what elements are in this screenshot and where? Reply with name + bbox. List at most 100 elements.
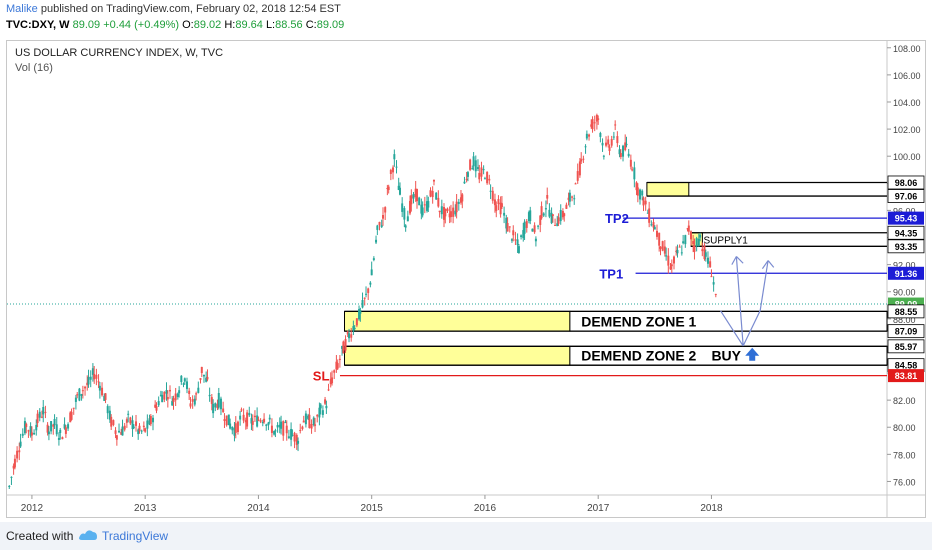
candle-body (599, 133, 602, 137)
candle-body (510, 239, 513, 241)
candle-body (359, 310, 362, 314)
candle-body (601, 142, 604, 146)
candle-body (33, 432, 36, 435)
candle-body (35, 424, 38, 431)
candle-body (10, 476, 13, 478)
candle-body (52, 424, 55, 427)
price-label: 85.97 (895, 342, 918, 352)
candle-body (259, 420, 262, 422)
candle-body (199, 378, 202, 380)
candle-body (578, 161, 581, 176)
candle-body (438, 210, 441, 213)
candle-body (350, 334, 353, 338)
candle-body (367, 288, 370, 293)
x-tick-label: 2013 (134, 503, 157, 514)
candle-body (251, 420, 254, 425)
candle-body (358, 309, 361, 320)
price-chart[interactable]: US DOLLAR CURRENCY INDEX, W, TVC Vol (16… (7, 41, 925, 517)
candle-body (701, 249, 704, 252)
candle-body (409, 200, 412, 214)
candle-body (593, 122, 596, 124)
candle-body (395, 166, 398, 168)
candle-body (240, 409, 243, 411)
candle-body (398, 187, 401, 195)
candle-body (295, 434, 298, 445)
candle-body (312, 417, 315, 425)
candle-body (435, 192, 438, 200)
candle-body (522, 230, 525, 239)
candle-body (500, 203, 503, 208)
candle-body (282, 421, 285, 436)
candle-body (234, 423, 237, 433)
price-label: 98.06 (895, 178, 918, 188)
candle-body (229, 423, 232, 429)
candle-body (193, 398, 196, 405)
candle-body (463, 181, 466, 184)
candle-body (478, 172, 481, 180)
candle-body (135, 421, 138, 426)
candle-body (648, 208, 651, 223)
candle-body (61, 437, 64, 440)
candle-body (425, 201, 428, 211)
candle-body (183, 378, 186, 382)
candle-body (324, 399, 327, 404)
tradingview-link[interactable]: TradingView (102, 529, 169, 543)
candle-body (429, 190, 432, 197)
demand-zone-1 (344, 310, 571, 332)
candle-body (376, 225, 379, 230)
candle-body (297, 440, 300, 444)
candle-body (431, 190, 434, 198)
x-tick-label: 2018 (700, 503, 723, 514)
candle-body (114, 430, 117, 434)
candle-body (50, 421, 53, 432)
candle-body (697, 238, 700, 247)
candle-body (285, 425, 288, 434)
candle-body (480, 167, 483, 177)
price-label: 91.36 (895, 269, 918, 279)
candles-layer (8, 113, 717, 489)
chart-panel[interactable]: US DOLLAR CURRENCY INDEX, W, TVC Vol (16… (6, 40, 926, 518)
price-label-box (887, 339, 925, 354)
price-label: 94.35 (895, 228, 918, 238)
candle-body (208, 394, 211, 397)
candle-body (624, 142, 627, 151)
candle-body (270, 425, 273, 433)
y-tick-label: 92.00 (893, 261, 916, 271)
tradingview-logo-icon[interactable] (78, 528, 98, 547)
price-labels: 98.0697.0695.4394.3593.3591.3689.0988.55… (887, 175, 925, 383)
candle-body (653, 227, 656, 230)
candle-body (692, 240, 695, 245)
y-tick-label: 104.00 (893, 98, 921, 108)
y-tick-label: 78.00 (893, 450, 916, 460)
candle-body (687, 225, 690, 232)
candle-body (236, 421, 239, 432)
candle-body (70, 411, 73, 420)
candle-body (242, 414, 245, 421)
candle-body (695, 238, 698, 247)
candle-body (387, 186, 390, 191)
time-axis[interactable]: 2012 2013 2014 2015 2016 2017 2018 (21, 495, 723, 514)
candle-body (185, 381, 188, 389)
zones-layer (344, 181, 888, 366)
candle-body (652, 222, 655, 228)
y-tick-label: 96.00 (893, 206, 916, 216)
candle-body (469, 159, 472, 170)
tp2-label: TP2 (605, 211, 629, 226)
candle-body (219, 398, 222, 410)
candle-body (284, 422, 287, 424)
candle-body (38, 411, 41, 418)
author-link[interactable]: Malike (6, 3, 38, 15)
price-axis[interactable]: 76.0078.0080.0082.0084.0086.0088.0090.00… (887, 44, 921, 488)
candle-body (616, 136, 619, 144)
price-change: +0.44 (+0.49%) (103, 19, 180, 31)
candle-body (537, 225, 540, 227)
candle-body (161, 394, 164, 403)
candle-body (449, 211, 452, 218)
arrow-head-2b (767, 260, 775, 268)
candle-body (87, 376, 90, 385)
candle-body (544, 208, 547, 210)
candle-body (265, 424, 268, 426)
sl-label: SL (313, 369, 330, 384)
candle-body (384, 207, 387, 213)
candle-body (46, 424, 49, 433)
